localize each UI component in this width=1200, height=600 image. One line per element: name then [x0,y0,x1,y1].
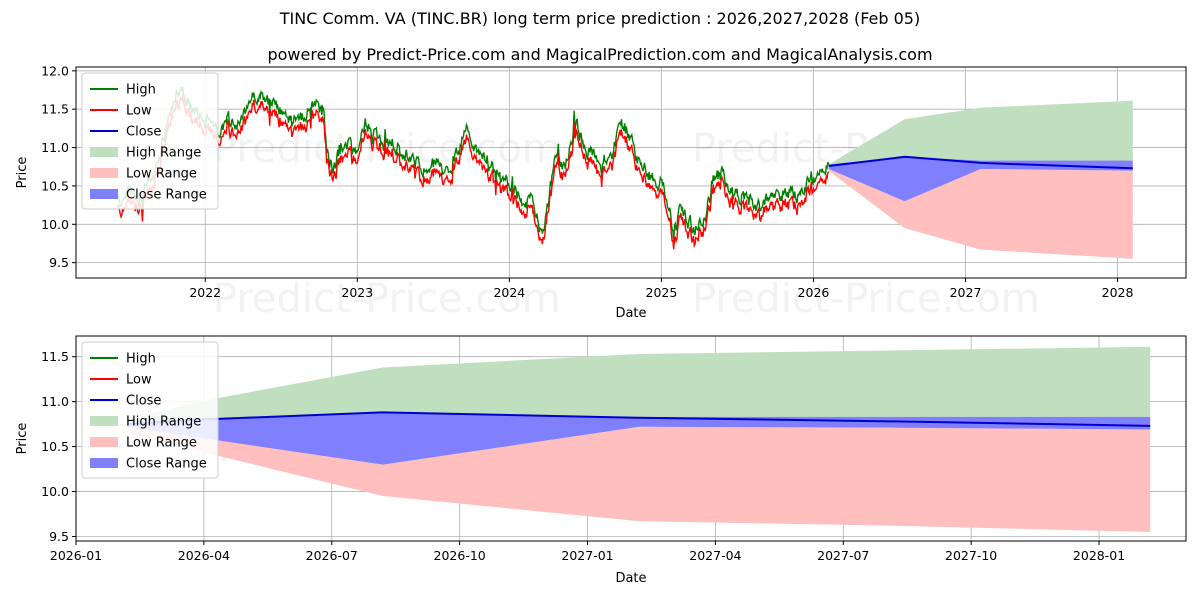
legend-swatch-patch [90,458,118,468]
x-tick-label: 2028 [1102,285,1134,300]
x-tick-label: 2027-01 [561,548,613,563]
legend-label: High [126,352,156,367]
y-tick-label: 12.0 [41,63,69,78]
y-tick-label: 10.0 [41,484,69,499]
x-tick-label: 2026-04 [178,548,230,563]
watermark-text: Predict-Price.com [692,276,1040,322]
y-axis-label: Price [15,157,30,189]
low-range-band [828,169,1133,259]
legend-label: Low Range [126,436,197,451]
x-tick-label: 2026 [798,285,830,300]
legend-label: Low [126,104,152,119]
y-tick-label: 10.0 [41,217,69,232]
legend: High Low Close High Range Low Range Close Ran… [81,72,219,210]
y-axis-label: Price [15,423,30,455]
x-axis-label: Date [615,306,646,321]
chart-panel-bottom: Predict-Price.comPredict-Price.com2026-0… [15,335,1187,586]
x-tick-label: 2022 [189,285,221,300]
high-series-line [116,86,830,241]
legend-label: Low Range [126,167,197,182]
axes-frame [75,335,1187,542]
axes-frame [75,66,1187,279]
legend-swatch-patch [90,416,118,426]
legend-swatch-patch [90,168,118,178]
high-range-band [127,346,1151,425]
close-range-band [127,412,1151,465]
x-tick-label: 2023 [341,285,373,300]
x-tick-label: 2026-01 [50,548,102,563]
x-tick-label: 2026-07 [306,548,358,563]
legend-label: High [126,83,156,98]
legend-label: Close Range [126,457,207,472]
x-tick-label: 2027-04 [689,548,741,563]
legend: High Low Close High Range Low Range Close Ran… [81,341,219,479]
legend-label: High Range [126,146,201,161]
y-tick-label: 10.5 [41,178,69,193]
close-range-band [828,156,1133,202]
y-tick-label: 11.5 [41,349,69,364]
plot-area [127,346,1151,532]
y-tick-label: 11.0 [41,394,69,409]
y-tick-label: 9.5 [49,255,69,270]
x-tick-label: 2026-10 [434,548,486,563]
y-tick-label: 9.5 [49,529,69,544]
x-tick-label: 2027-10 [945,548,997,563]
x-tick-label: 2027-07 [817,548,869,563]
x-axis-label: Date [615,571,646,586]
low-range-band [127,426,1151,532]
x-tick-label: 2028-01 [1073,548,1125,563]
y-tick-label: 11.5 [41,102,69,117]
y-tick-label: 11.0 [41,140,69,155]
low-series-line [116,94,830,250]
y-tick-label: 10.5 [41,439,69,454]
legend-swatch-patch [90,189,118,199]
legend-swatch-patch [90,437,118,447]
chart-title: TINC Comm. VA (TINC.BR) long term price … [279,9,921,28]
legend-label: Close Range [126,188,207,203]
plot-area [116,86,1133,259]
x-tick-label: 2025 [646,285,678,300]
legend-label: Low [126,373,152,388]
legend-label: Close [126,394,161,409]
high-range-band [828,100,1133,169]
chart-subtitle: powered by Predict-Price.com and Magical… [267,45,933,64]
legend-swatch-patch [90,147,118,157]
legend-label: Close [126,125,161,140]
watermark-text: Predict-Price.com [213,276,561,322]
legend-label: High Range [126,415,201,430]
x-tick-label: 2024 [493,285,525,300]
close-forecast-line [828,155,1133,170]
x-tick-label: 2027 [950,285,982,300]
